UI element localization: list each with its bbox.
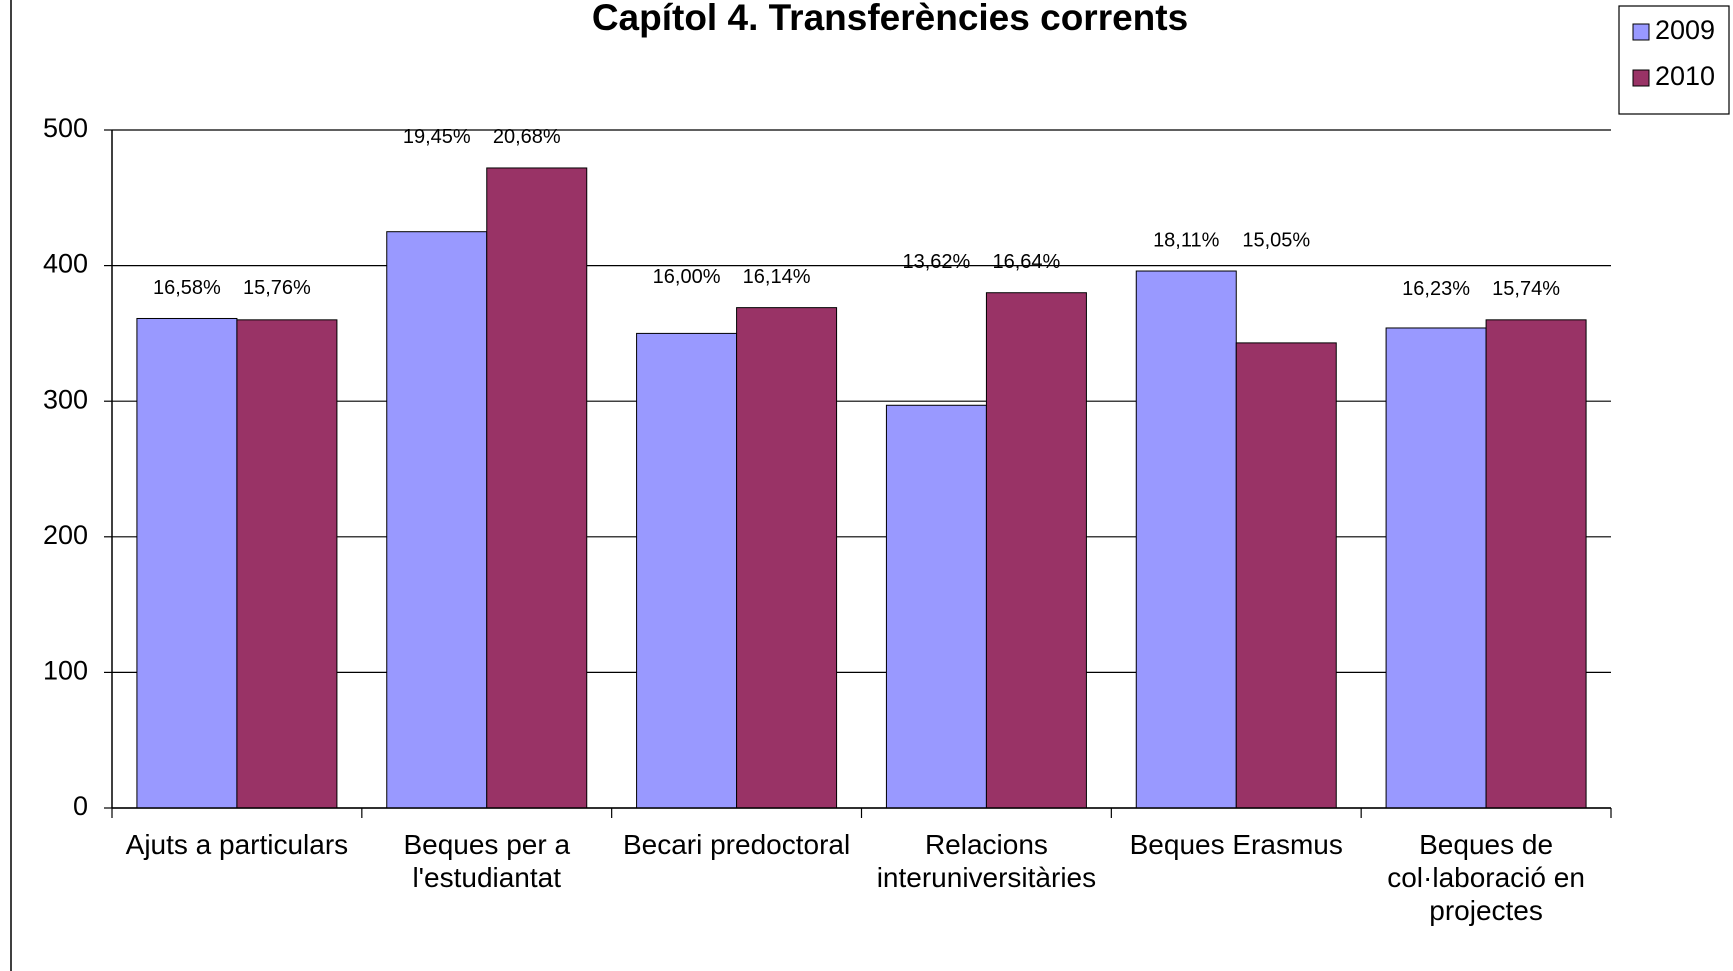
bar <box>236 319 338 809</box>
bar-percent-label: 16,23% <box>1402 278 1470 300</box>
bar <box>736 307 838 809</box>
bar <box>386 231 488 809</box>
bar-percent-label: 16,64% <box>992 251 1060 273</box>
y-tick-label: 300 <box>43 384 88 414</box>
y-tick-label: 500 <box>43 113 88 143</box>
bar <box>885 404 987 809</box>
bar-percent-label: 15,74% <box>1492 278 1560 300</box>
bar-percent-label: 15,05% <box>1242 229 1310 251</box>
bar-percent-label: 16,00% <box>653 266 721 288</box>
bar <box>1385 327 1487 809</box>
x-tick-label: Beques Erasmus <box>1129 829 1343 860</box>
x-tick-label: Beques de col·laboració en projectes <box>1387 829 1585 926</box>
legend-label: 2010 <box>1655 61 1715 91</box>
y-tick-label: 100 <box>43 656 88 686</box>
bar-percent-label: 19,45% <box>403 126 471 148</box>
bar-percent-label: 15,76% <box>243 277 311 299</box>
legend-swatch <box>1632 69 1650 87</box>
bar <box>136 317 238 809</box>
legend-label: 2009 <box>1655 15 1715 45</box>
bar <box>985 292 1087 809</box>
bar-percent-label: 16,58% <box>153 277 221 299</box>
bar <box>1135 270 1237 809</box>
bar <box>486 167 588 809</box>
bar-percent-label: 20,68% <box>493 126 561 148</box>
legend-box <box>1618 5 1730 115</box>
y-tick-label: 0 <box>73 791 88 821</box>
y-tick-label: 200 <box>43 520 88 550</box>
y-tick-label: 400 <box>43 249 88 279</box>
bar <box>1235 342 1337 809</box>
bar <box>1485 319 1587 809</box>
bar-percent-label: 13,62% <box>902 251 970 273</box>
bar-percent-label: 16,14% <box>743 266 811 288</box>
x-tick-label: Becari predoctoral <box>622 829 851 860</box>
bar-percent-label: 18,11% <box>1153 229 1220 251</box>
x-tick-label: Ajuts a particulars <box>125 829 349 860</box>
chart-title: Capítol 4. Transferències corrents <box>592 0 1188 38</box>
bar <box>636 332 738 809</box>
x-tick-label: Relacions interuniversitàries <box>876 829 1097 893</box>
x-tick-label: Beques per a l'estudiantat <box>403 829 571 893</box>
legend-swatch <box>1632 23 1650 41</box>
